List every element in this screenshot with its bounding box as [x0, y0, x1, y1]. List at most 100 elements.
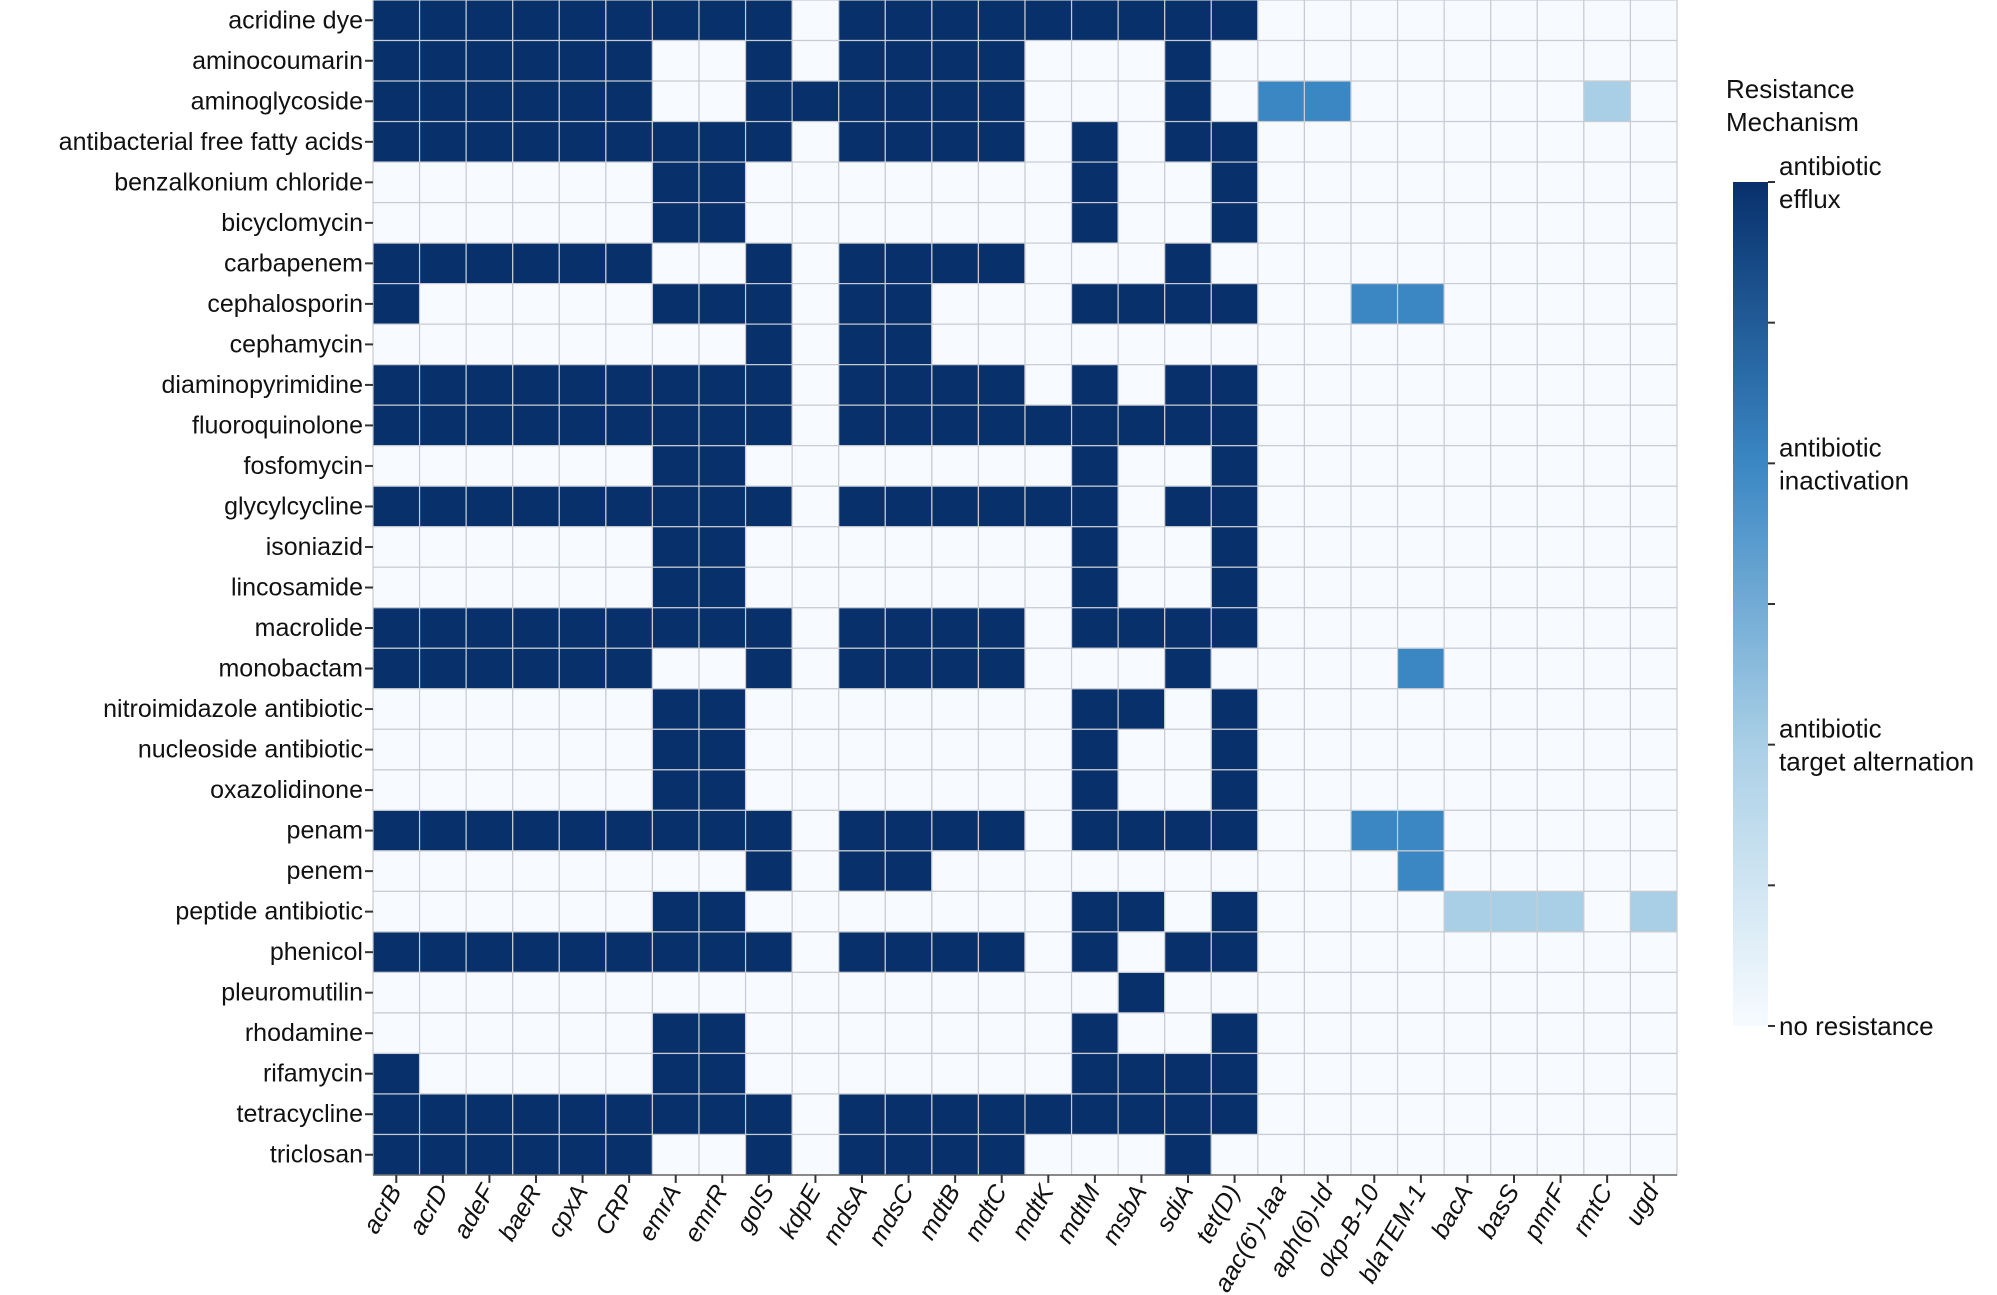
heatmap-cell [512, 728, 560, 771]
heatmap-cell [465, 39, 514, 82]
x-tick-label: emrR [679, 1180, 734, 1247]
heatmap-cell [1490, 688, 1538, 730]
heatmap-cell [1396, 728, 1445, 771]
heatmap-cell [1210, 485, 1259, 528]
heatmap-cell [931, 769, 980, 811]
heatmap-cell [698, 728, 747, 771]
heatmap-cell [1210, 201, 1259, 244]
heatmap-cell [1490, 0, 1538, 42]
heatmap-cell [931, 850, 980, 892]
heatmap-cell [1629, 1012, 1678, 1055]
heatmap-cell [651, 728, 700, 771]
heatmap-cell [418, 283, 467, 325]
heatmap-cell [651, 161, 700, 204]
heatmap-cell [418, 242, 467, 285]
heatmap-cell [1629, 364, 1678, 406]
heatmap-cell [512, 1012, 560, 1055]
heatmap-cell [1024, 890, 1073, 933]
heatmap-cell [1350, 971, 1399, 1014]
y-tick-label: phenicol [270, 938, 363, 966]
heatmap-cell [884, 323, 933, 366]
heatmap-cell [838, 283, 886, 325]
heatmap-cell [1629, 1052, 1678, 1095]
heatmap-cell [1070, 364, 1119, 406]
heatmap-cell [605, 201, 654, 244]
heatmap-cell [1024, 566, 1073, 609]
heatmap-cell [651, 485, 700, 528]
heatmap-cell [1443, 728, 1492, 771]
heatmap-cell [372, 850, 421, 892]
heatmap-cell [1443, 1052, 1492, 1095]
heatmap-cell [1210, 161, 1259, 204]
heatmap-cell [465, 80, 514, 123]
heatmap-cell [1629, 283, 1678, 325]
heatmap-cell [372, 120, 421, 163]
heatmap-cell [651, 120, 700, 163]
heatmap-cell [1536, 0, 1585, 42]
y-tick-label: fosfomycin [244, 452, 363, 480]
heatmap-cell [465, 445, 514, 487]
heatmap-cell [605, 688, 654, 730]
heatmap-cell [1490, 1012, 1538, 1055]
heatmap-cell [1396, 566, 1445, 609]
heatmap-cell [931, 1133, 980, 1176]
heatmap-cell [1583, 120, 1632, 163]
heatmap-cell [512, 607, 560, 649]
heatmap-cell [418, 809, 467, 852]
heatmap-cell [1070, 445, 1119, 487]
heatmap-cell [931, 647, 980, 690]
heatmap-cell [512, 445, 560, 487]
heatmap-cell [605, 607, 654, 649]
heatmap-cell [605, 931, 654, 974]
heatmap-cell [1257, 566, 1306, 609]
heatmap-cell [1490, 242, 1538, 285]
heatmap-cell [465, 890, 514, 933]
heatmap-cell [931, 39, 980, 82]
heatmap-cell [1443, 769, 1492, 811]
heatmap-cell [977, 39, 1026, 82]
heatmap-cell [977, 120, 1026, 163]
heatmap-cell [977, 485, 1026, 528]
heatmap-cell [977, 323, 1026, 366]
heatmap-cell [651, 971, 700, 1014]
heatmap-cell [1443, 242, 1492, 285]
heatmap-cell [1210, 850, 1259, 892]
heatmap-cell [1583, 161, 1632, 204]
heatmap-cell [1490, 728, 1538, 771]
heatmap-cell [1303, 161, 1352, 204]
heatmap-cell [372, 1093, 421, 1136]
heatmap-cell [512, 120, 560, 163]
heatmap-cell [372, 647, 421, 690]
heatmap-cell [1536, 120, 1585, 163]
heatmap-cell [651, 445, 700, 487]
heatmap-cell [1257, 0, 1306, 42]
heatmap-cell [744, 201, 793, 244]
heatmap-cell [1164, 971, 1212, 1014]
heatmap-cell [1070, 931, 1119, 974]
heatmap-cell [884, 769, 933, 811]
heatmap-cell [838, 323, 886, 366]
colorbar-title: Resistance Mechanism [1726, 74, 1859, 137]
heatmap-cell [1583, 688, 1632, 730]
heatmap-cell [1583, 1052, 1632, 1095]
heatmap-cell [1396, 971, 1445, 1014]
heatmap-cell [1117, 1052, 1166, 1095]
heatmap-cell [884, 80, 933, 123]
heatmap-cell [744, 242, 793, 285]
x-tick-label: acrB [358, 1180, 408, 1239]
heatmap-cell [977, 1012, 1026, 1055]
heatmap-cell [838, 242, 886, 285]
heatmap-cell [1303, 1052, 1352, 1095]
heatmap-cell [1070, 769, 1119, 811]
y-tick-label: triclosan [270, 1141, 363, 1169]
heatmap-cell [1210, 283, 1259, 325]
heatmap-cell [1164, 120, 1212, 163]
heatmap-cell [1164, 769, 1212, 811]
colorbar [1733, 182, 1768, 1026]
heatmap-cell [931, 1052, 980, 1095]
heatmap-cell [1629, 0, 1678, 42]
heatmap-cell [512, 39, 560, 82]
heatmap-cell [838, 0, 886, 42]
heatmap-cell [1070, 607, 1119, 649]
heatmap-cell [1443, 566, 1492, 609]
